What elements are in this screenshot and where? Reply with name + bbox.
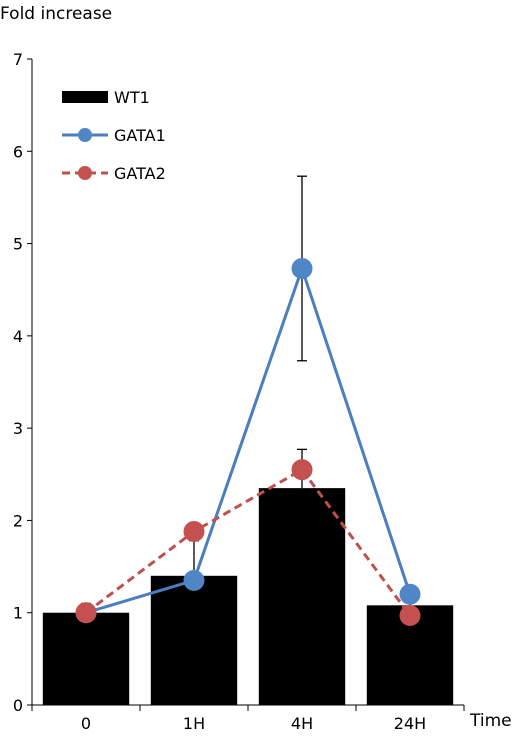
point-gata1: [291, 257, 313, 279]
bar-wt1: [42, 612, 130, 705]
legend: WT1 GATA1 GATA2: [62, 88, 166, 183]
point-gata2: [291, 459, 313, 481]
y-tick-label: 2: [13, 511, 23, 530]
axes-layer: 0 1 2 3 4 5 6 7 0 1H 4H 24H: [13, 50, 465, 733]
point-gata2: [183, 521, 205, 543]
y-tick-label: 0: [13, 696, 23, 715]
bar-wt1: [150, 575, 238, 705]
y-tick-label: 1: [13, 604, 23, 623]
x-tick-label: 0: [81, 714, 91, 733]
point-gata1: [183, 569, 205, 591]
point-gata1: [399, 583, 421, 605]
bars-layer: [42, 488, 454, 705]
legend-label-gata1: GATA1: [114, 126, 166, 145]
x-tick-label: 1H: [183, 714, 205, 733]
point-gata2: [75, 602, 97, 624]
legend-label-wt1: WT1: [114, 88, 150, 107]
y-axis-title: Fold increase: [0, 4, 112, 24]
series-line-gata2: [85, 467, 412, 617]
series-line-gata1: [85, 263, 412, 615]
legend-marker-gata2: [78, 166, 92, 180]
x-axis-title: Time: [469, 711, 512, 731]
bar-error-bars-layer: [81, 448, 415, 613]
legend-marker-gata1: [78, 128, 92, 142]
legend-label-gata2: GATA2: [114, 164, 166, 183]
y-tick-label: 5: [13, 235, 23, 254]
y-tick-label: 3: [13, 419, 23, 438]
lines-layer: [75, 175, 421, 626]
bar-wt1: [258, 488, 346, 705]
y-tick-label: 7: [13, 50, 23, 69]
legend-swatch-wt1: [62, 91, 108, 103]
y-tick-label: 4: [13, 327, 23, 346]
x-tick-label: 4H: [291, 714, 313, 733]
y-tick-label: 6: [13, 142, 23, 161]
x-tick-label: 24H: [394, 714, 426, 733]
point-gata2: [399, 604, 421, 626]
